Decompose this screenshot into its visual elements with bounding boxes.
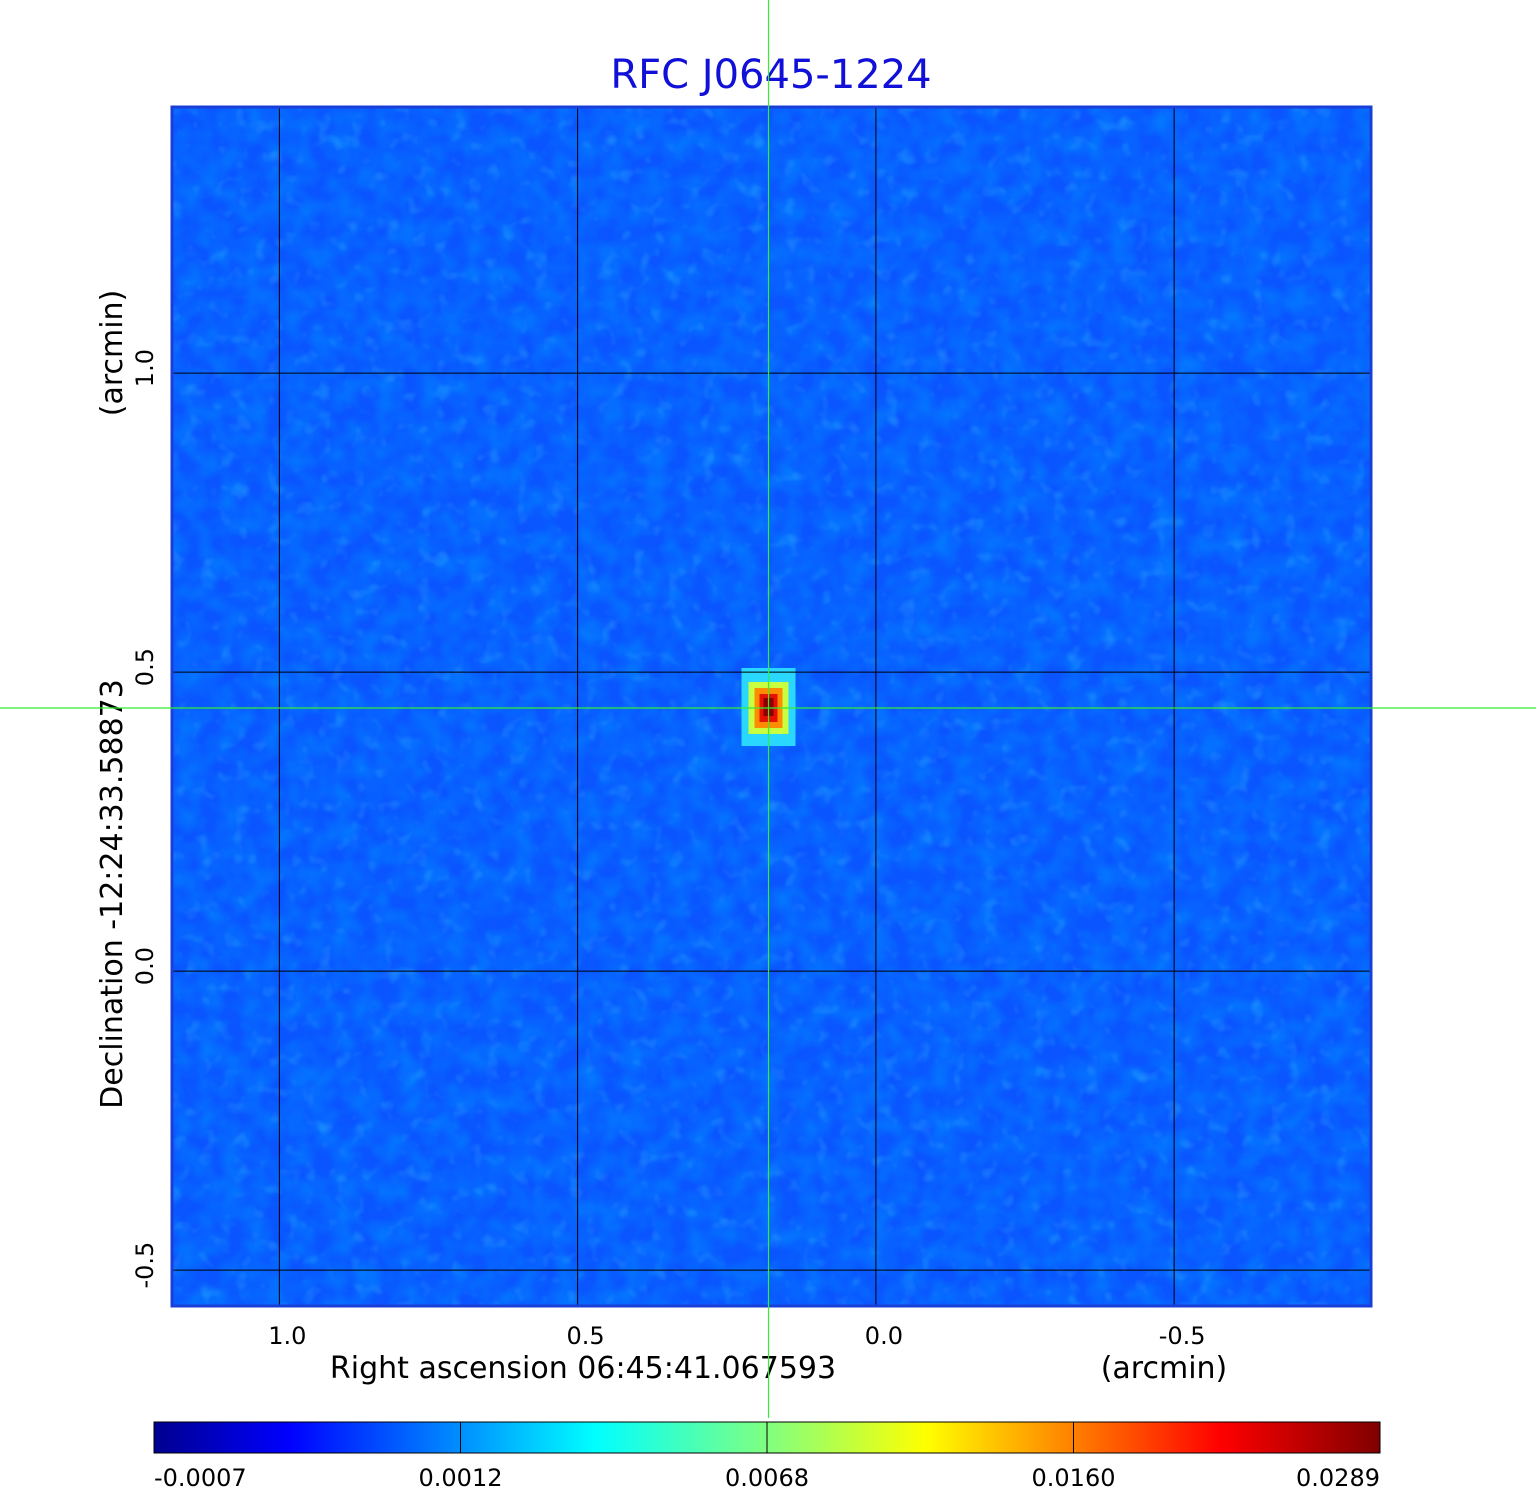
x-tick-label: 0.0 [865,1322,903,1350]
coordinate-grid [172,107,1371,1306]
colorbar-tick-label: -0.0007 [154,1464,247,1492]
x-axis-label: Right ascension 06:45:41.067593 [330,1351,836,1386]
plot-frame [170,105,1373,1308]
colorbar-tick-label: 0.0068 [725,1464,809,1492]
y-tick-label: 1.0 [131,349,159,387]
colorbar-tick-label: 0.0160 [1032,1464,1116,1492]
colorbar-tick-label: 0.0289 [1296,1464,1380,1492]
colorbar-ticks: -0.0007 0.0012 0.0068 0.0160 0.0289 [153,1422,1381,1492]
y-tick-label: 0.0 [131,947,159,985]
crosshair [0,0,1536,1418]
plot-area [172,107,1371,1306]
y-tick-label: -0.5 [131,1242,159,1289]
colorbar-tick-label: 0.0012 [419,1464,503,1492]
y-tick-label: 0.5 [131,648,159,686]
chart-title: RFC J0645-1224 [610,52,931,98]
x-tick-label: 0.5 [567,1322,605,1350]
y-axis-ticks: -0.5 0.0 0.5 1.0 [131,349,159,1289]
x-axis-ticks: 1.0 0.5 0.0 -0.5 [268,1322,1205,1350]
y-axis-unit: (arcmin) [95,290,130,417]
x-axis-unit: (arcmin) [1101,1351,1228,1386]
x-tick-label: 1.0 [268,1322,306,1350]
y-axis-label: Declination -12:24:33.58873 [95,679,130,1109]
x-tick-label: -0.5 [1159,1322,1206,1350]
